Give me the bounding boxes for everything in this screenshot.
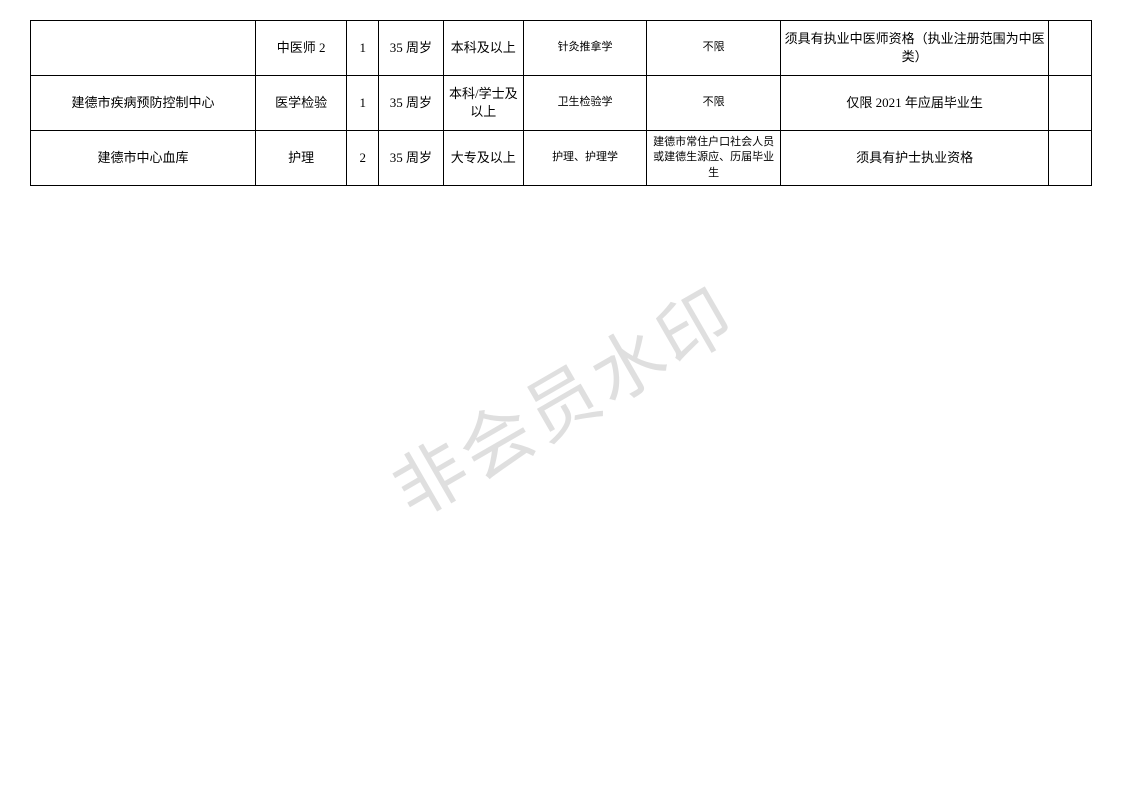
cell-scope: 建德市常住户口社会人员或建德生源应、历届毕业生	[647, 131, 781, 186]
cell-requirement: 须具有执业中医师资格（执业注册范围为中医类）	[781, 21, 1049, 76]
cell-age: 35 周岁	[379, 21, 443, 76]
cell-edu: 本科/学士及以上	[443, 76, 523, 131]
cell-age: 35 周岁	[379, 131, 443, 186]
table-row: 建德市疾病预防控制中心 医学检验 1 35 周岁 本科/学士及以上 卫生检验学 …	[31, 76, 1092, 131]
cell-position: 护理	[256, 131, 347, 186]
cell-count: 2	[347, 131, 379, 186]
table-body: 中医师 2 1 35 周岁 本科及以上 针灸推拿学 不限 须具有执业中医师资格（…	[31, 21, 1092, 186]
cell-last	[1049, 131, 1092, 186]
cell-scope: 不限	[647, 76, 781, 131]
cell-major: 针灸推拿学	[523, 21, 646, 76]
cell-age: 35 周岁	[379, 76, 443, 131]
cell-requirement: 仅限 2021 年应届毕业生	[781, 76, 1049, 131]
cell-edu: 大专及以上	[443, 131, 523, 186]
cell-requirement: 须具有护士执业资格	[781, 131, 1049, 186]
recruitment-table: 中医师 2 1 35 周岁 本科及以上 针灸推拿学 不限 须具有执业中医师资格（…	[30, 20, 1092, 186]
cell-count: 1	[347, 76, 379, 131]
cell-org	[31, 21, 256, 76]
cell-edu: 本科及以上	[443, 21, 523, 76]
cell-position: 医学检验	[256, 76, 347, 131]
cell-count: 1	[347, 21, 379, 76]
cell-major: 护理、护理学	[523, 131, 646, 186]
cell-org: 建德市中心血库	[31, 131, 256, 186]
watermark-text: 非会员水印	[370, 256, 752, 537]
cell-major: 卫生检验学	[523, 76, 646, 131]
cell-org: 建德市疾病预防控制中心	[31, 76, 256, 131]
cell-last	[1049, 21, 1092, 76]
table-container: 中医师 2 1 35 周岁 本科及以上 针灸推拿学 不限 须具有执业中医师资格（…	[0, 0, 1122, 186]
cell-position: 中医师 2	[256, 21, 347, 76]
cell-last	[1049, 76, 1092, 131]
table-row: 中医师 2 1 35 周岁 本科及以上 针灸推拿学 不限 须具有执业中医师资格（…	[31, 21, 1092, 76]
table-row: 建德市中心血库 护理 2 35 周岁 大专及以上 护理、护理学 建德市常住户口社…	[31, 131, 1092, 186]
cell-scope: 不限	[647, 21, 781, 76]
